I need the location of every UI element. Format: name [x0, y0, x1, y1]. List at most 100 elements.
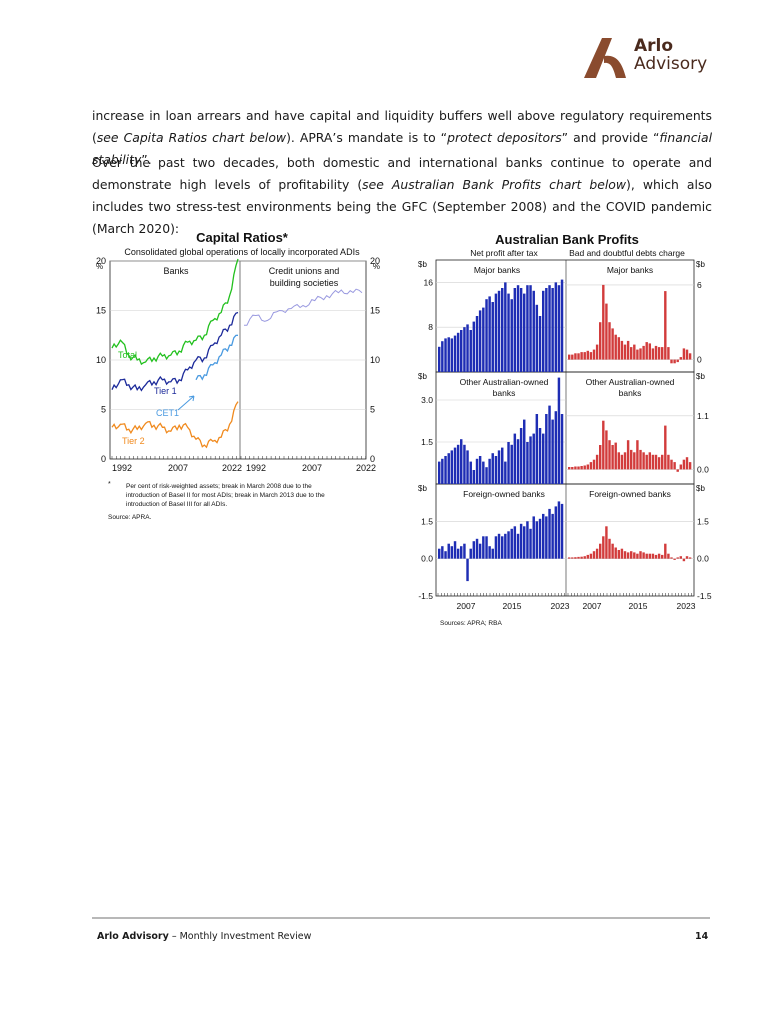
profits-xtick-right: 2023	[677, 601, 696, 611]
profits-ytick-right: 0.0	[697, 554, 709, 564]
charge-bar-p1	[568, 354, 571, 360]
profits-ytick-left: 8	[428, 322, 433, 332]
profits-bar-p2	[441, 458, 444, 484]
charge-bar-p1	[676, 359, 679, 363]
label-tier2: Tier 2	[122, 436, 145, 446]
profits-bar-p1	[519, 288, 523, 372]
profits-bar-p3	[532, 516, 535, 559]
profits-bar-p3	[485, 536, 488, 559]
profits-title: Australian Bank Profits	[495, 232, 639, 247]
charge-bar-p3	[602, 536, 605, 559]
p1-italic-ref: see Capita Ratios chart below	[96, 130, 287, 145]
charge-bar-p1	[571, 354, 574, 360]
profits-p3-label-right: Foreign-owned banks	[589, 489, 671, 499]
paragraph-capital: increase in loan arrears and have capita…	[92, 105, 712, 171]
charge-bar-p1	[583, 352, 586, 360]
capital-note-marker: *	[108, 481, 111, 488]
charge-bar-p3	[682, 558, 686, 562]
charge-bar-p1	[673, 359, 676, 364]
profits-bar-p1	[460, 330, 463, 372]
charge-bar-p2	[642, 452, 645, 470]
profits-bar-p2	[438, 461, 441, 484]
profits-bar-p1	[478, 310, 482, 372]
charge-bar-p2	[589, 462, 593, 470]
capital-xtick-right: 2007	[302, 463, 322, 473]
charge-bar-p1	[617, 337, 621, 360]
charge-bar-p2	[583, 465, 586, 470]
capital-note-l3: introduction of Basel III for all ADIs.	[126, 501, 227, 508]
profits-bar-p1	[538, 316, 542, 372]
profits-bar-p1	[453, 335, 457, 372]
charge-bar-p3	[611, 543, 614, 559]
profits-p2-label-l2: banks	[493, 388, 516, 398]
charge-bar-p1	[623, 344, 627, 360]
profits-xtick-right: 2007	[583, 601, 602, 611]
charge-bar-p3	[608, 538, 611, 559]
p1-text-e: ” and provide “	[561, 130, 660, 145]
charge-bar-p1	[645, 342, 648, 360]
profits-unit-left: $b	[418, 372, 427, 381]
charge-bar-p2	[608, 440, 611, 470]
profits-bar-p1	[560, 279, 564, 372]
charge-bar-p2	[568, 467, 571, 470]
profits-bar-p1	[513, 288, 517, 372]
charge-bar-p1	[670, 359, 673, 364]
profits-ytick-right: 1.1	[697, 411, 709, 421]
profits-bar-p2	[466, 450, 469, 484]
charge-bar-p2	[676, 469, 679, 472]
profits-bar-p1	[475, 316, 479, 372]
charge-bar-p2	[571, 467, 574, 470]
profits-bar-p2	[510, 444, 513, 484]
profits-ytick-left: -1.5	[418, 591, 433, 601]
capital-panel-cu-l1: Credit unions and	[269, 266, 340, 276]
profits-bar-p1	[545, 288, 548, 372]
profits-bar-p3	[456, 548, 460, 559]
profits-p2-label-right-l2: banks	[619, 388, 642, 398]
profits-p2-label-l1: Other Australian-owned	[460, 377, 549, 387]
charge-bar-p3	[568, 557, 571, 559]
charge-bar-p2	[685, 457, 689, 470]
p2-italic-ref: see Australian Bank Profits chart below	[362, 177, 627, 192]
profits-bar-p2	[488, 458, 491, 484]
profits-bar-p3	[542, 513, 545, 559]
profits-bar-p1	[497, 290, 501, 372]
profits-bar-p2	[535, 414, 539, 484]
charge-bar-p2	[586, 464, 590, 470]
profits-ytick-right: -1.5	[697, 591, 712, 601]
capital-xtick-right: 1992	[246, 463, 266, 473]
page-number: 14	[695, 931, 709, 942]
profits-bar-p2	[560, 414, 564, 484]
profits-bar-p2	[526, 442, 529, 484]
charge-bar-p3	[654, 554, 658, 559]
profits-xtick-right: 2015	[629, 601, 648, 611]
profits-bar-p1	[516, 285, 520, 372]
charge-bar-p1	[589, 352, 593, 360]
charge-bar-p1	[657, 347, 661, 360]
capital-series-total	[111, 258, 239, 366]
profits-bar-p2	[482, 461, 485, 484]
charge-bar-p1	[633, 344, 636, 360]
capital-ytick-left: 0	[101, 454, 106, 464]
charge-bar-p1	[599, 322, 602, 360]
profits-bar-p2	[497, 450, 501, 484]
profits-bar-p1	[444, 338, 447, 372]
charge-bar-p1	[682, 348, 686, 360]
charge-bar-p3	[670, 557, 673, 559]
charge-bar-p3	[685, 556, 689, 559]
profits-bar-p3	[504, 533, 507, 559]
profits-bar-p3	[494, 536, 498, 559]
bank-profits-chart: Australian Bank Profits Net profit after…	[418, 232, 712, 627]
profits-p1-label: Major banks	[474, 265, 520, 275]
charge-bar-p3	[586, 554, 590, 559]
charge-bar-p3	[595, 548, 599, 559]
charge-bar-p2	[577, 466, 580, 470]
charge-bar-p3	[661, 554, 664, 559]
charge-bar-p2	[645, 454, 648, 470]
profits-xtick-left: 2007	[457, 601, 476, 611]
cet1-arrow-icon	[177, 395, 195, 411]
charge-bar-p1	[664, 291, 667, 360]
profits-bar-p3	[453, 541, 457, 559]
charge-bar-p2	[667, 454, 670, 470]
charge-bar-p2	[626, 440, 630, 470]
profits-p3-label: Foreign-owned banks	[463, 489, 545, 499]
